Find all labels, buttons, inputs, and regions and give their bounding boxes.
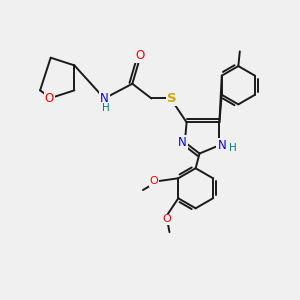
Text: O: O	[150, 176, 158, 186]
Text: N: N	[178, 136, 187, 149]
Text: H: H	[229, 142, 236, 153]
Text: H: H	[102, 103, 110, 113]
Text: N: N	[100, 92, 109, 105]
Text: S: S	[167, 92, 177, 105]
Text: N: N	[218, 139, 226, 152]
Text: O: O	[135, 49, 144, 62]
Text: O: O	[45, 92, 54, 104]
Text: O: O	[162, 214, 171, 224]
